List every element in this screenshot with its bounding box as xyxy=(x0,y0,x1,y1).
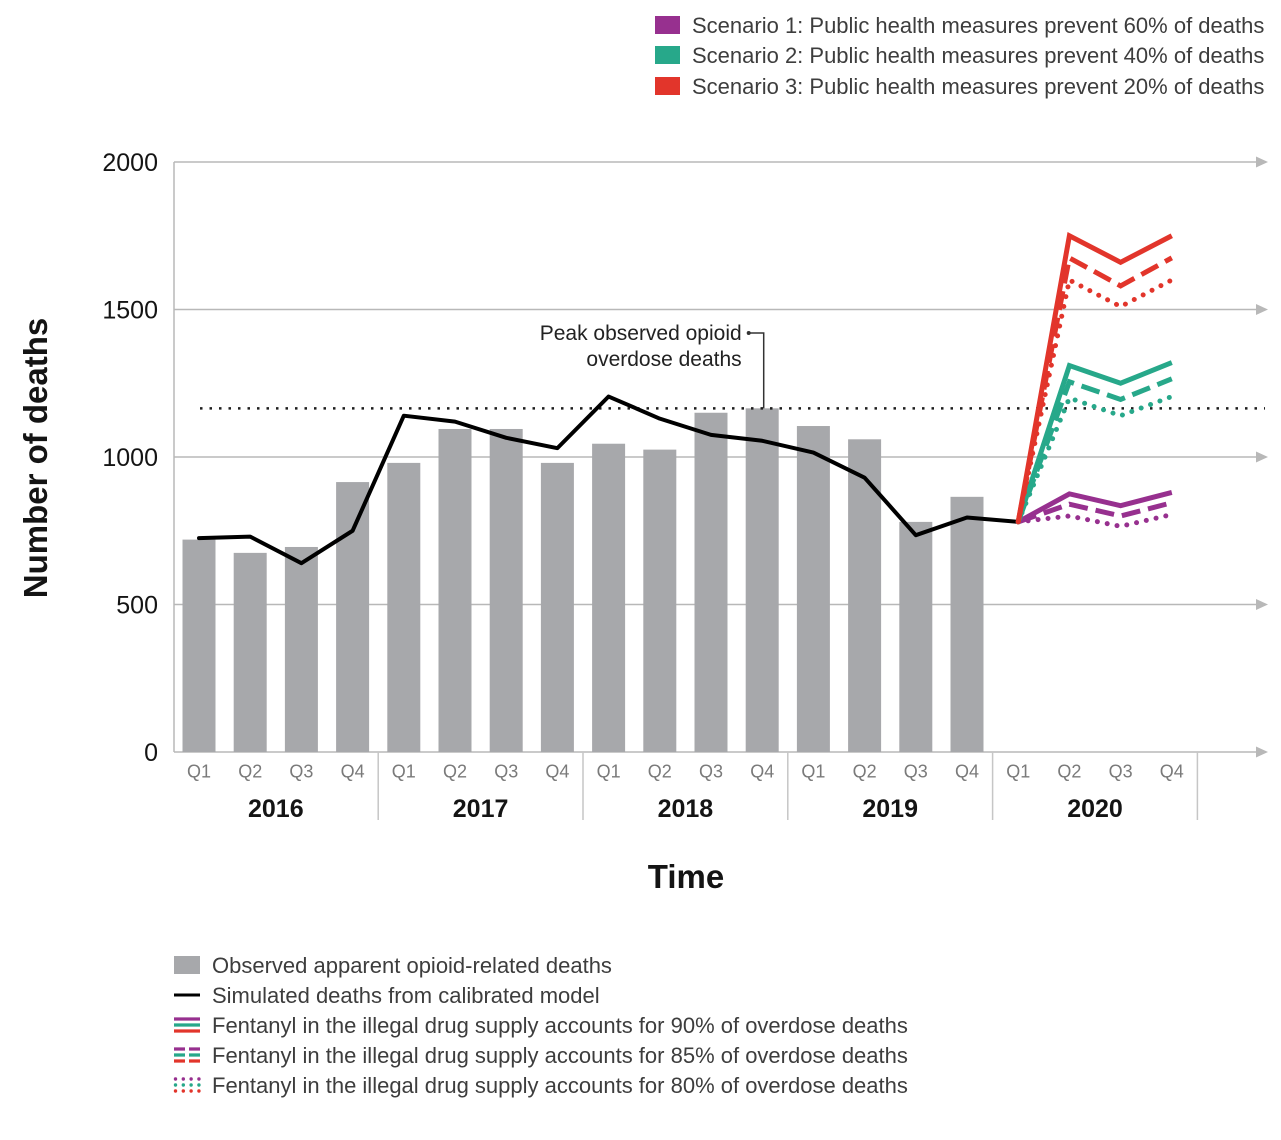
bar-2019-q4 xyxy=(950,496,984,752)
y-tick-label-500: 500 xyxy=(116,592,158,620)
series-legend: Observed apparent opioid-related deaths … xyxy=(173,953,908,1098)
y-tick-label-0: 0 xyxy=(144,739,158,767)
x-tick-label-2019-q3: Q3 xyxy=(904,762,928,782)
bar-2017-q2 xyxy=(438,428,472,752)
bar-2018-q4 xyxy=(745,408,779,752)
year-label-2020: 2020 xyxy=(1067,795,1123,823)
x-axis-line-arrow-right-icon xyxy=(1256,746,1268,758)
x-tick-label-2018-q4: Q4 xyxy=(750,762,774,782)
x-tick-label-2016-q1: Q1 xyxy=(187,762,211,782)
scenario-3-fentanyl-90-line xyxy=(1015,231,1173,523)
y-axis-title: Number of deaths xyxy=(17,318,54,599)
gridline-1000-arrow-right-icon xyxy=(1256,451,1268,463)
y-tick-label-2000: 2000 xyxy=(102,149,158,177)
bar-2016-q1 xyxy=(182,539,216,752)
legend-swatch-solid-lines xyxy=(174,1017,200,1033)
year-label-2017: 2017 xyxy=(453,795,509,823)
scenario-2-fentanyl-85-line xyxy=(1015,376,1173,523)
peak-annotation-dot xyxy=(746,331,751,335)
x-tick-label-2017-q3: Q3 xyxy=(494,762,518,782)
x-tick-label-2019-q1: Q1 xyxy=(801,762,825,782)
year-label-2016: 2016 xyxy=(248,795,304,823)
bar-2019-q1 xyxy=(796,426,830,752)
bar-2017-q1 xyxy=(387,462,421,752)
legend-swatch-dashed-lines xyxy=(174,1047,200,1063)
bar-2016-q4 xyxy=(336,482,370,752)
x-tick-label-2016-q3: Q3 xyxy=(289,762,313,782)
x-tick-label-2018-q3: Q3 xyxy=(699,762,723,782)
observed-deaths-bars xyxy=(182,408,984,752)
x-tick-label-2020-q3: Q3 xyxy=(1109,762,1133,782)
bar-2019-q3 xyxy=(899,521,933,752)
legend-item-scenario-1: Scenario 1: Public health measures preve… xyxy=(655,13,1264,38)
legend-item-fentanyl-80: Fentanyl in the illegal drug supply acco… xyxy=(173,1073,908,1098)
legend-label-fentanyl-85: Fentanyl in the illegal drug supply acco… xyxy=(212,1043,908,1068)
y-tick-label-1500: 1500 xyxy=(102,297,158,325)
legend-label-fentanyl-80: Fentanyl in the illegal drug supply acco… xyxy=(212,1073,908,1098)
x-tick-label-2016-q4: Q4 xyxy=(341,762,365,782)
x-tick-label-2017-q1: Q1 xyxy=(392,762,416,782)
scenario-1-fentanyl-90-line xyxy=(1016,489,1173,525)
legend-item-scenario-2: Scenario 2: Public health measures preve… xyxy=(655,43,1264,68)
bar-2018-q2 xyxy=(643,449,677,752)
peak-reference: Peak observed opioid overdose deaths xyxy=(200,322,1265,410)
gridline-2000-arrow-right-icon xyxy=(1256,156,1268,168)
scenario-legend: Scenario 1: Public health measures preve… xyxy=(655,13,1264,99)
x-tick-label-2020-q1: Q1 xyxy=(1006,762,1030,782)
series-lines xyxy=(197,231,1175,566)
scenario-1-fentanyl-85-line xyxy=(1017,500,1173,525)
legend-swatch-scenario-1 xyxy=(655,16,680,34)
x-tick-label-2019-q4: Q4 xyxy=(955,762,979,782)
axis-tick-labels: 0 500 1000 1500 2000 Q1 Q2 Q3 Q4 2016 Q1 Q2 Q3 Q4 2017… xyxy=(102,149,1183,823)
legend-swatch-dotted-lines xyxy=(173,1077,202,1093)
legend-label-observed: Observed apparent opioid-related deaths xyxy=(212,953,612,978)
scenario-1-fentanyl-80-line xyxy=(1015,512,1175,529)
legend-label-simulated: Simulated deaths from calibrated model xyxy=(212,983,600,1008)
legend-swatch-scenario-3 xyxy=(655,77,680,95)
gridline-500-arrow-right-icon xyxy=(1256,599,1268,610)
peak-annotation-line-2: overdose deaths xyxy=(586,348,741,371)
peak-annotation-connector xyxy=(748,332,765,409)
bar-2018-q3 xyxy=(694,412,728,752)
legend-item-fentanyl-90: Fentanyl in the illegal drug supply acco… xyxy=(174,1013,908,1038)
scenario-3-fentanyl-85-line xyxy=(1015,254,1174,523)
legend-swatch-observed xyxy=(174,956,200,974)
x-tick-label-2018-q1: Q1 xyxy=(597,762,621,782)
legend-label-fentanyl-90: Fentanyl in the illegal drug supply acco… xyxy=(212,1013,908,1038)
bar-2019-q2 xyxy=(848,439,882,752)
legend-item-scenario-3: Scenario 3: Public health measures preve… xyxy=(655,74,1264,99)
y-tick-label-1000: 1000 xyxy=(102,444,158,472)
legend-item-simulated: Simulated deaths from calibrated model xyxy=(174,983,600,1008)
year-label-2019: 2019 xyxy=(862,795,918,823)
gridline-1500-arrow-right-icon xyxy=(1256,304,1268,315)
bar-2017-q4 xyxy=(540,462,574,752)
scenario-2-fentanyl-90-line xyxy=(1015,360,1173,523)
x-tick-label-2017-q4: Q4 xyxy=(545,762,569,782)
x-tick-label-2017-q2: Q2 xyxy=(443,762,467,782)
peak-annotation-line-1: Peak observed opioid xyxy=(540,322,742,345)
legend-item-fentanyl-85: Fentanyl in the illegal drug supply acco… xyxy=(174,1043,908,1068)
scenario-2-fentanyl-80-line xyxy=(1015,394,1175,525)
legend-label-scenario-1: Scenario 1: Public health measures preve… xyxy=(692,13,1264,38)
legend-label-scenario-3: Scenario 3: Public health measures preve… xyxy=(692,74,1264,99)
simulated-deaths-line xyxy=(197,394,1021,566)
x-tick-label-2020-q4: Q4 xyxy=(1160,762,1184,782)
bar-2017-q3 xyxy=(489,428,523,752)
legend-swatch-scenario-2 xyxy=(655,46,680,64)
legend-label-scenario-2: Scenario 2: Public health measures preve… xyxy=(692,43,1264,68)
bar-2018-q1 xyxy=(592,443,626,752)
x-tick-label-2016-q2: Q2 xyxy=(238,762,262,782)
x-tick-label-2020-q2: Q2 xyxy=(1057,762,1081,782)
legend-item-observed: Observed apparent opioid-related deaths xyxy=(174,953,612,978)
x-tick-label-2019-q2: Q2 xyxy=(853,762,877,782)
bar-2016-q2 xyxy=(233,552,267,752)
year-label-2018: 2018 xyxy=(658,795,714,823)
x-axis-title: Time xyxy=(648,858,724,895)
x-tick-label-2018-q2: Q2 xyxy=(648,762,672,782)
bar-2016-q3 xyxy=(284,546,318,752)
